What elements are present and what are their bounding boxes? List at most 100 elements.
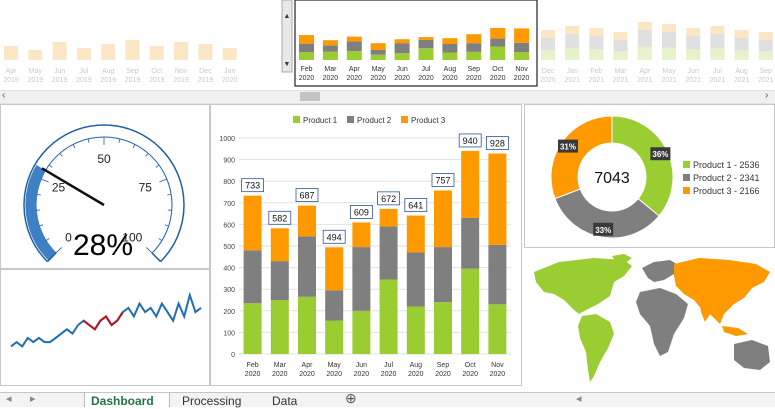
donut-legend-swatch	[683, 187, 690, 194]
gauge-tick	[37, 194, 41, 195]
bar-segment	[325, 247, 343, 290]
gauge-tick	[159, 238, 162, 240]
donut-legend-swatch	[683, 161, 690, 168]
bar-segment	[271, 300, 289, 354]
timeline-year-label: 2021	[589, 77, 605, 84]
gauge-tick	[167, 194, 171, 195]
timeline-faded-bar	[686, 49, 700, 60]
timeline-year-label: 2021	[734, 77, 750, 84]
timeline-bar-segment	[395, 53, 410, 60]
timeline-year-label: 2019	[125, 77, 141, 84]
timeline-bar-segment	[490, 47, 505, 60]
timeline-month-label: Jun	[396, 66, 407, 73]
bar-segment	[380, 209, 398, 227]
total-data-label: 494	[327, 232, 342, 242]
timeline-year-label: 2021	[685, 77, 701, 84]
timeline-year-label: 2020	[442, 75, 458, 82]
x-tick-label: Apr	[302, 362, 314, 369]
tab-processing[interactable]: Processing	[176, 393, 258, 407]
legend-label: Product 3	[411, 116, 446, 125]
donut-legend-label: Product 2 - 2341	[693, 173, 760, 183]
timeline-month-label: Oct	[151, 68, 162, 75]
timeline-faded-bar	[589, 28, 603, 36]
timeline-year-label: 2020	[394, 75, 410, 82]
africa-shape	[636, 288, 688, 356]
bar-segment	[271, 261, 289, 300]
bar-segment	[434, 190, 452, 247]
timeline-month-label: Jun	[54, 68, 65, 75]
timeline-year-label: 2021	[710, 77, 726, 84]
legend-swatch	[401, 116, 408, 123]
timeline-month-label: Apr	[639, 68, 651, 75]
world-map-panel	[524, 252, 775, 388]
timeline-month-label: Jan	[567, 68, 578, 75]
gauge-tick	[39, 225, 43, 226]
timeline-bar-segment	[514, 43, 529, 52]
timeline-month-label: Aug	[735, 68, 748, 75]
indonesia-shape	[722, 326, 748, 336]
timeline-month-label: Dec	[542, 68, 555, 75]
tab-data[interactable]: Data	[266, 393, 316, 407]
tab-scroll-right-icon[interactable]: ▸	[30, 392, 36, 405]
scroll-thumb[interactable]	[300, 92, 320, 101]
y-tick-label: 600	[223, 222, 235, 229]
timeline-chart[interactable]: Apr2019May2019Jun2019Jul2019Aug2019Sep20…	[0, 0, 775, 90]
scroll-left-icon[interactable]: ‹	[2, 90, 5, 101]
total-data-label: 582	[272, 213, 287, 223]
x-tick-label: 2020	[245, 371, 261, 378]
timeline-faded-bar	[541, 50, 555, 60]
timeline-year-label: 2021	[661, 77, 677, 84]
timeline-faded-bar	[150, 46, 164, 60]
timeline-month-label: May	[29, 68, 43, 75]
india-shape	[700, 302, 712, 322]
y-tick-label: 200	[223, 309, 235, 316]
timeline-year-label: 2019	[149, 77, 165, 84]
scroll-down-icon: ▼	[284, 61, 291, 68]
total-data-label: 641	[408, 201, 423, 211]
gauge-tick-label: 25	[52, 180, 66, 194]
add-sheet-icon[interactable]: ⊕	[345, 390, 357, 407]
timeline-month-label: Mar	[324, 66, 337, 73]
timeline-bar-segment	[371, 55, 386, 60]
timeline-bar-segment	[299, 35, 314, 44]
bar-segment	[407, 216, 425, 253]
sheet-scroll-left-icon[interactable]: ◂	[576, 392, 582, 405]
timeline-faded-bar	[710, 48, 724, 60]
timeline-year-label: 2019	[76, 77, 92, 84]
gauge-tick	[133, 144, 135, 148]
donut-pct-label: 36%	[652, 150, 668, 159]
timeline-year-label: 2019	[173, 77, 189, 84]
legend-label: Product 2	[357, 116, 392, 125]
scroll-right-icon[interactable]: ›	[765, 90, 768, 101]
tab-dashboard[interactable]: Dashboard	[84, 393, 170, 407]
south-america-shape	[578, 314, 614, 382]
timeline-year-label: 2021	[637, 77, 653, 84]
gauge-tick	[56, 247, 62, 253]
timeline-month-label: Jul	[422, 66, 431, 73]
timeline-year-label: 2021	[613, 77, 629, 84]
y-tick-label: 900	[223, 158, 235, 165]
bar-segment	[325, 321, 343, 354]
x-tick-label: Jun	[356, 362, 367, 369]
horizontal-scrollbar[interactable]: ‹ ›	[0, 90, 775, 104]
timeline-bar-segment	[442, 44, 457, 53]
timeline-faded-bar	[614, 32, 628, 40]
tab-scroll-left-icon[interactable]: ◂	[6, 392, 12, 405]
timeline-bar-segment	[419, 48, 434, 60]
bar-segment	[461, 269, 479, 354]
gauge-tick	[41, 179, 48, 182]
timeline-faded-bar	[686, 28, 700, 36]
gauge-tick-label: 0	[65, 231, 72, 245]
timeline-faded-bar	[614, 51, 628, 60]
sparkline-chart	[1, 270, 209, 385]
x-tick-label: 2020	[462, 371, 478, 378]
timeline-month-label: Jul	[713, 68, 722, 75]
x-tick-label: 2020	[326, 371, 342, 378]
timeline-bar-segment	[323, 51, 338, 60]
x-tick-label: 2020	[490, 371, 506, 378]
timeline-month-label: May	[662, 68, 676, 75]
gauge-tick	[60, 153, 63, 156]
bar-segment	[244, 250, 262, 303]
total-data-label: 672	[381, 194, 396, 204]
